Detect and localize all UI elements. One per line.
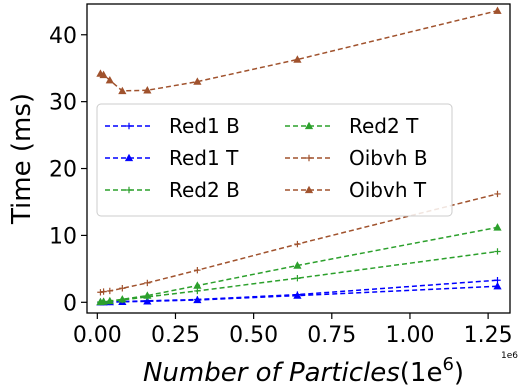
legend-label: Oibvh B (349, 146, 428, 170)
y-axis-label: Time (ms) (7, 93, 37, 225)
data-point-red2-t (118, 295, 127, 303)
data-point-red2-t (193, 281, 202, 289)
legend-label: Red1 B (169, 114, 240, 138)
y-tick-label: 40 (49, 24, 77, 49)
x-tick-label: 0.00 (73, 323, 122, 348)
legend-box (96, 103, 453, 217)
data-point-red1-t (493, 282, 502, 290)
data-point-red2-t (293, 261, 302, 269)
x-tick-label: 0.75 (307, 323, 356, 348)
x-axis-offset-text: 1e6 (501, 351, 518, 361)
data-point-oibvh-t (193, 77, 202, 85)
y-tick-label: 0 (63, 291, 77, 316)
legend-entry-red1-b: Red1 B (105, 114, 240, 138)
data-point-oibvh-b (294, 240, 301, 248)
legend-entry-red1-t: Red1 T (105, 146, 239, 170)
x-tick-label: 0.50 (229, 323, 278, 348)
data-point-red2-b (494, 248, 501, 255)
x-axis-label-main: Number of Particles (143, 358, 400, 388)
legend-marker (304, 185, 314, 194)
x-axis-label-paren-close: ) (454, 358, 464, 388)
legend-label: Red2 B (169, 178, 240, 202)
legend: Red1 B Red1 T Red2 B Red2 T Oibvh B Oibvh T (96, 103, 453, 217)
series-red2-t (96, 223, 502, 306)
x-tick-label: 1.25 (464, 323, 513, 348)
x-axis-label-paren-open: (1e (400, 358, 443, 388)
series-oibvh-b (97, 190, 501, 296)
legend-entry-red2-t: Red2 T (285, 114, 419, 138)
series-line-oibvh-t (100, 9, 498, 92)
legend-marker (125, 122, 133, 130)
x-tick-label: 0.25 (151, 323, 200, 348)
data-point-oibvh-b (100, 288, 107, 295)
data-point-red1-t (143, 297, 152, 305)
data-point-oibvh-t (143, 86, 152, 94)
data-point-oibvh-b (494, 190, 501, 198)
data-point-oibvh-t (99, 70, 108, 79)
legend-entry-red2-b: Red2 B (105, 178, 240, 202)
legend-marker (124, 153, 134, 162)
legend-entry-oibvh-b: Oibvh B (285, 146, 428, 170)
data-point-red2-t (99, 297, 108, 305)
data-point-oibvh-b (106, 287, 114, 295)
data-point-red2-t (143, 291, 152, 299)
series-line-red1-b (100, 279, 498, 303)
series-oibvh-t (96, 6, 502, 95)
data-point-oibvh-b (97, 289, 104, 296)
data-point-red1-t (193, 295, 202, 304)
series-layer (96, 6, 502, 306)
data-point-oibvh-b (194, 266, 201, 274)
y-tick-label: 20 (49, 158, 77, 183)
data-point-oibvh-t (493, 6, 502, 14)
data-point-oibvh-b (119, 285, 126, 292)
legend-entry-oibvh-t: Oibvh T (285, 178, 427, 202)
x-axis-label: Number of Particles(1e6) (143, 354, 464, 388)
legend-label: Red1 T (169, 146, 239, 170)
data-point-oibvh-t (118, 86, 127, 95)
y-tick-label: 10 (49, 224, 77, 249)
data-point-red2-t (105, 296, 114, 305)
ticks-layer: 0.00 0.25 0.50 0.75 1.00 1.25 0 10 20 30 40 (49, 24, 513, 348)
legend-label: Red2 T (349, 114, 419, 138)
data-point-red1-t (293, 291, 302, 299)
y-tick-label: 30 (49, 91, 77, 116)
x-tick-label: 1.00 (385, 323, 434, 348)
data-point-oibvh-t (293, 55, 302, 63)
data-point-red2-b (294, 275, 301, 282)
legend-marker (125, 186, 133, 194)
legend-marker (304, 121, 314, 130)
data-point-red2-t (493, 223, 502, 231)
data-point-oibvh-t (105, 76, 114, 84)
data-point-red2-b (194, 287, 201, 295)
axes-frame (86, 3, 511, 314)
x-axis-label-sup: 6 (442, 354, 453, 375)
data-point-oibvh-b (144, 279, 151, 287)
legend-label: Oibvh T (349, 178, 427, 202)
legend-marker (305, 154, 313, 162)
